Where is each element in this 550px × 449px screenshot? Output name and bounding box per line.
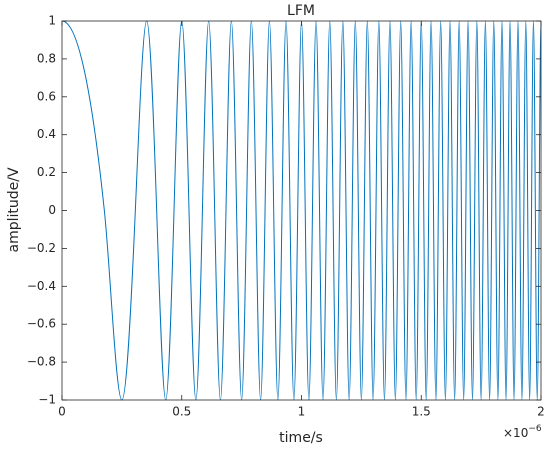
multiplier-exponent: −6 [528, 424, 542, 434]
y-tick-label: 0.6 [37, 89, 56, 103]
y-tick-label: −0.6 [27, 317, 56, 331]
y-tick-label: 0.2 [37, 165, 56, 179]
y-tick-label: −0.2 [27, 241, 56, 255]
x-multiplier: ×10−6 [503, 424, 542, 440]
y-axis-label: amplitude/V [6, 167, 22, 252]
chart-title: LFM [287, 3, 315, 19]
y-tick-label: −1 [38, 393, 56, 407]
x-tick-label: 1 [298, 405, 306, 419]
y-tick-label: −0.4 [27, 279, 56, 293]
x-tick-label: 0 [58, 405, 66, 419]
x-axis-label: time/s [279, 430, 323, 446]
x-tick-label: 2 [537, 405, 545, 419]
y-tick-label: −0.8 [27, 355, 56, 369]
x-tick-label: 0.5 [172, 405, 191, 419]
y-tick-label: 0.8 [37, 51, 56, 65]
multiplier-base: ×10 [503, 426, 528, 440]
x-tick-label: 1.5 [412, 405, 431, 419]
y-tick-label: 0 [48, 203, 56, 217]
y-tick-label: 0.4 [37, 127, 56, 141]
y-tick-label: 1 [48, 14, 56, 28]
